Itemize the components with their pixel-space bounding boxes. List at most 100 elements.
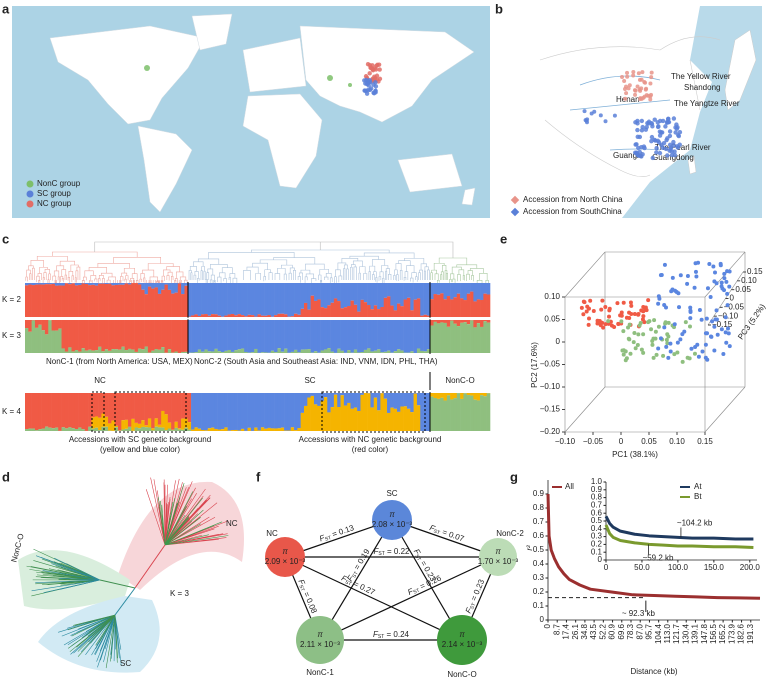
pca-point xyxy=(624,356,629,361)
ancestry-bar xyxy=(343,307,348,317)
ancestry-bar xyxy=(410,283,414,311)
fst-value: 0.27 xyxy=(358,582,376,597)
ancestry-bar xyxy=(370,320,375,352)
ancestry-bar xyxy=(147,320,152,353)
ancestry-bar xyxy=(470,283,474,292)
pca-point xyxy=(672,322,677,327)
ancestry-bar xyxy=(397,349,401,353)
ancestry-bar xyxy=(257,393,262,431)
ancestry-bar xyxy=(164,284,169,317)
edge xyxy=(284,556,463,641)
ancestry-bar xyxy=(267,320,272,353)
ancestry-bar xyxy=(137,320,142,349)
ancestry-bar xyxy=(224,350,228,353)
ancestry-bar xyxy=(81,393,86,430)
ancestry-bar xyxy=(211,351,215,353)
ancestry-bar xyxy=(300,349,305,353)
ancestry-bar xyxy=(38,324,42,353)
group-label: NC xyxy=(94,376,106,385)
ancestry-bar xyxy=(98,417,102,431)
accession-dot xyxy=(603,119,608,124)
ancestry-bar xyxy=(78,427,82,431)
ancestry-bar xyxy=(400,283,404,307)
ancestry-bar xyxy=(320,283,325,308)
pca-point xyxy=(666,355,671,360)
ancestry-bar xyxy=(446,393,451,396)
ancestry-bar xyxy=(197,315,202,317)
ancestry-bar xyxy=(204,283,208,315)
ancestry-bar xyxy=(131,418,135,431)
ancestry-bar xyxy=(127,284,132,317)
ancestry-bar xyxy=(264,283,268,316)
ancestry-bar xyxy=(137,393,142,424)
pca-point xyxy=(619,319,624,324)
ancestry-bar xyxy=(68,283,72,285)
ancestry-bar xyxy=(254,348,258,353)
ancestry-bar xyxy=(270,283,275,317)
ancestry-bar xyxy=(387,393,391,413)
ancestry-bar xyxy=(31,285,36,317)
ancestry-bar xyxy=(151,283,155,289)
pca-point xyxy=(619,310,624,315)
pca-point xyxy=(688,305,693,310)
ancestry-bar xyxy=(406,283,411,298)
ancestry-bar xyxy=(38,429,42,431)
ancestry-bar xyxy=(227,320,232,350)
pca-point xyxy=(693,269,698,274)
accession-dot xyxy=(327,75,333,81)
pca-point xyxy=(688,308,693,313)
ancestry-bar xyxy=(413,320,418,353)
fst-symbol: F xyxy=(412,547,423,557)
pca-point xyxy=(719,280,724,285)
ancestry-bar xyxy=(277,393,282,429)
ancestry-bar xyxy=(98,393,102,418)
ancestry-bar xyxy=(91,393,96,418)
ancestry-bar xyxy=(333,298,338,317)
ancestry-bar xyxy=(44,320,49,335)
accession-dot xyxy=(640,152,645,157)
ancestry-bar xyxy=(260,393,265,428)
ancestry-bar xyxy=(317,393,321,406)
ancestry-bar xyxy=(230,393,235,431)
ancestry-bar xyxy=(54,320,59,331)
accession-dot xyxy=(673,125,678,130)
ancestry-bar xyxy=(304,349,308,353)
accession-dot xyxy=(640,70,645,75)
ancestry-bar xyxy=(137,284,142,317)
ancestry-bar xyxy=(54,283,59,286)
ancestry-bar xyxy=(64,351,69,353)
ancestry-bar xyxy=(403,299,408,317)
ancestry-bar xyxy=(28,284,32,317)
ancestry-bar xyxy=(466,283,471,294)
ancestry-bar xyxy=(157,283,162,294)
ancestry-bar xyxy=(367,283,371,306)
ancestry-bar xyxy=(430,325,434,353)
accession-dot xyxy=(626,86,631,91)
ancestry-bar xyxy=(94,393,99,417)
ancestry-bar xyxy=(473,399,478,431)
y-tick-label: 0 xyxy=(598,555,603,564)
ancestry-bar xyxy=(267,427,272,431)
ancestry-bar xyxy=(28,320,32,332)
node xyxy=(437,615,487,665)
ancestry-bar xyxy=(28,283,32,285)
ancestry-bar xyxy=(31,283,36,286)
accession-dot xyxy=(659,142,664,147)
ancestry-bar xyxy=(297,428,301,431)
ancestry-bar xyxy=(260,320,265,353)
ancestry-bar xyxy=(44,393,49,427)
ancestry-bar xyxy=(383,283,388,298)
ancestry-bar xyxy=(343,405,348,431)
ancestry-bar xyxy=(220,283,225,317)
ancestry-bar xyxy=(456,293,461,317)
ancestry-bar xyxy=(101,426,106,431)
y-tick-label: 0.6 xyxy=(533,531,545,540)
ancestry-bar xyxy=(397,303,401,317)
inset-bg xyxy=(600,478,760,573)
ancestry-bar xyxy=(287,393,292,431)
accession-dot xyxy=(637,153,642,158)
ancestry-bar xyxy=(147,283,152,287)
pca-point xyxy=(595,321,600,326)
ancestry-bar xyxy=(274,428,278,431)
ancestry-bar xyxy=(406,393,411,409)
